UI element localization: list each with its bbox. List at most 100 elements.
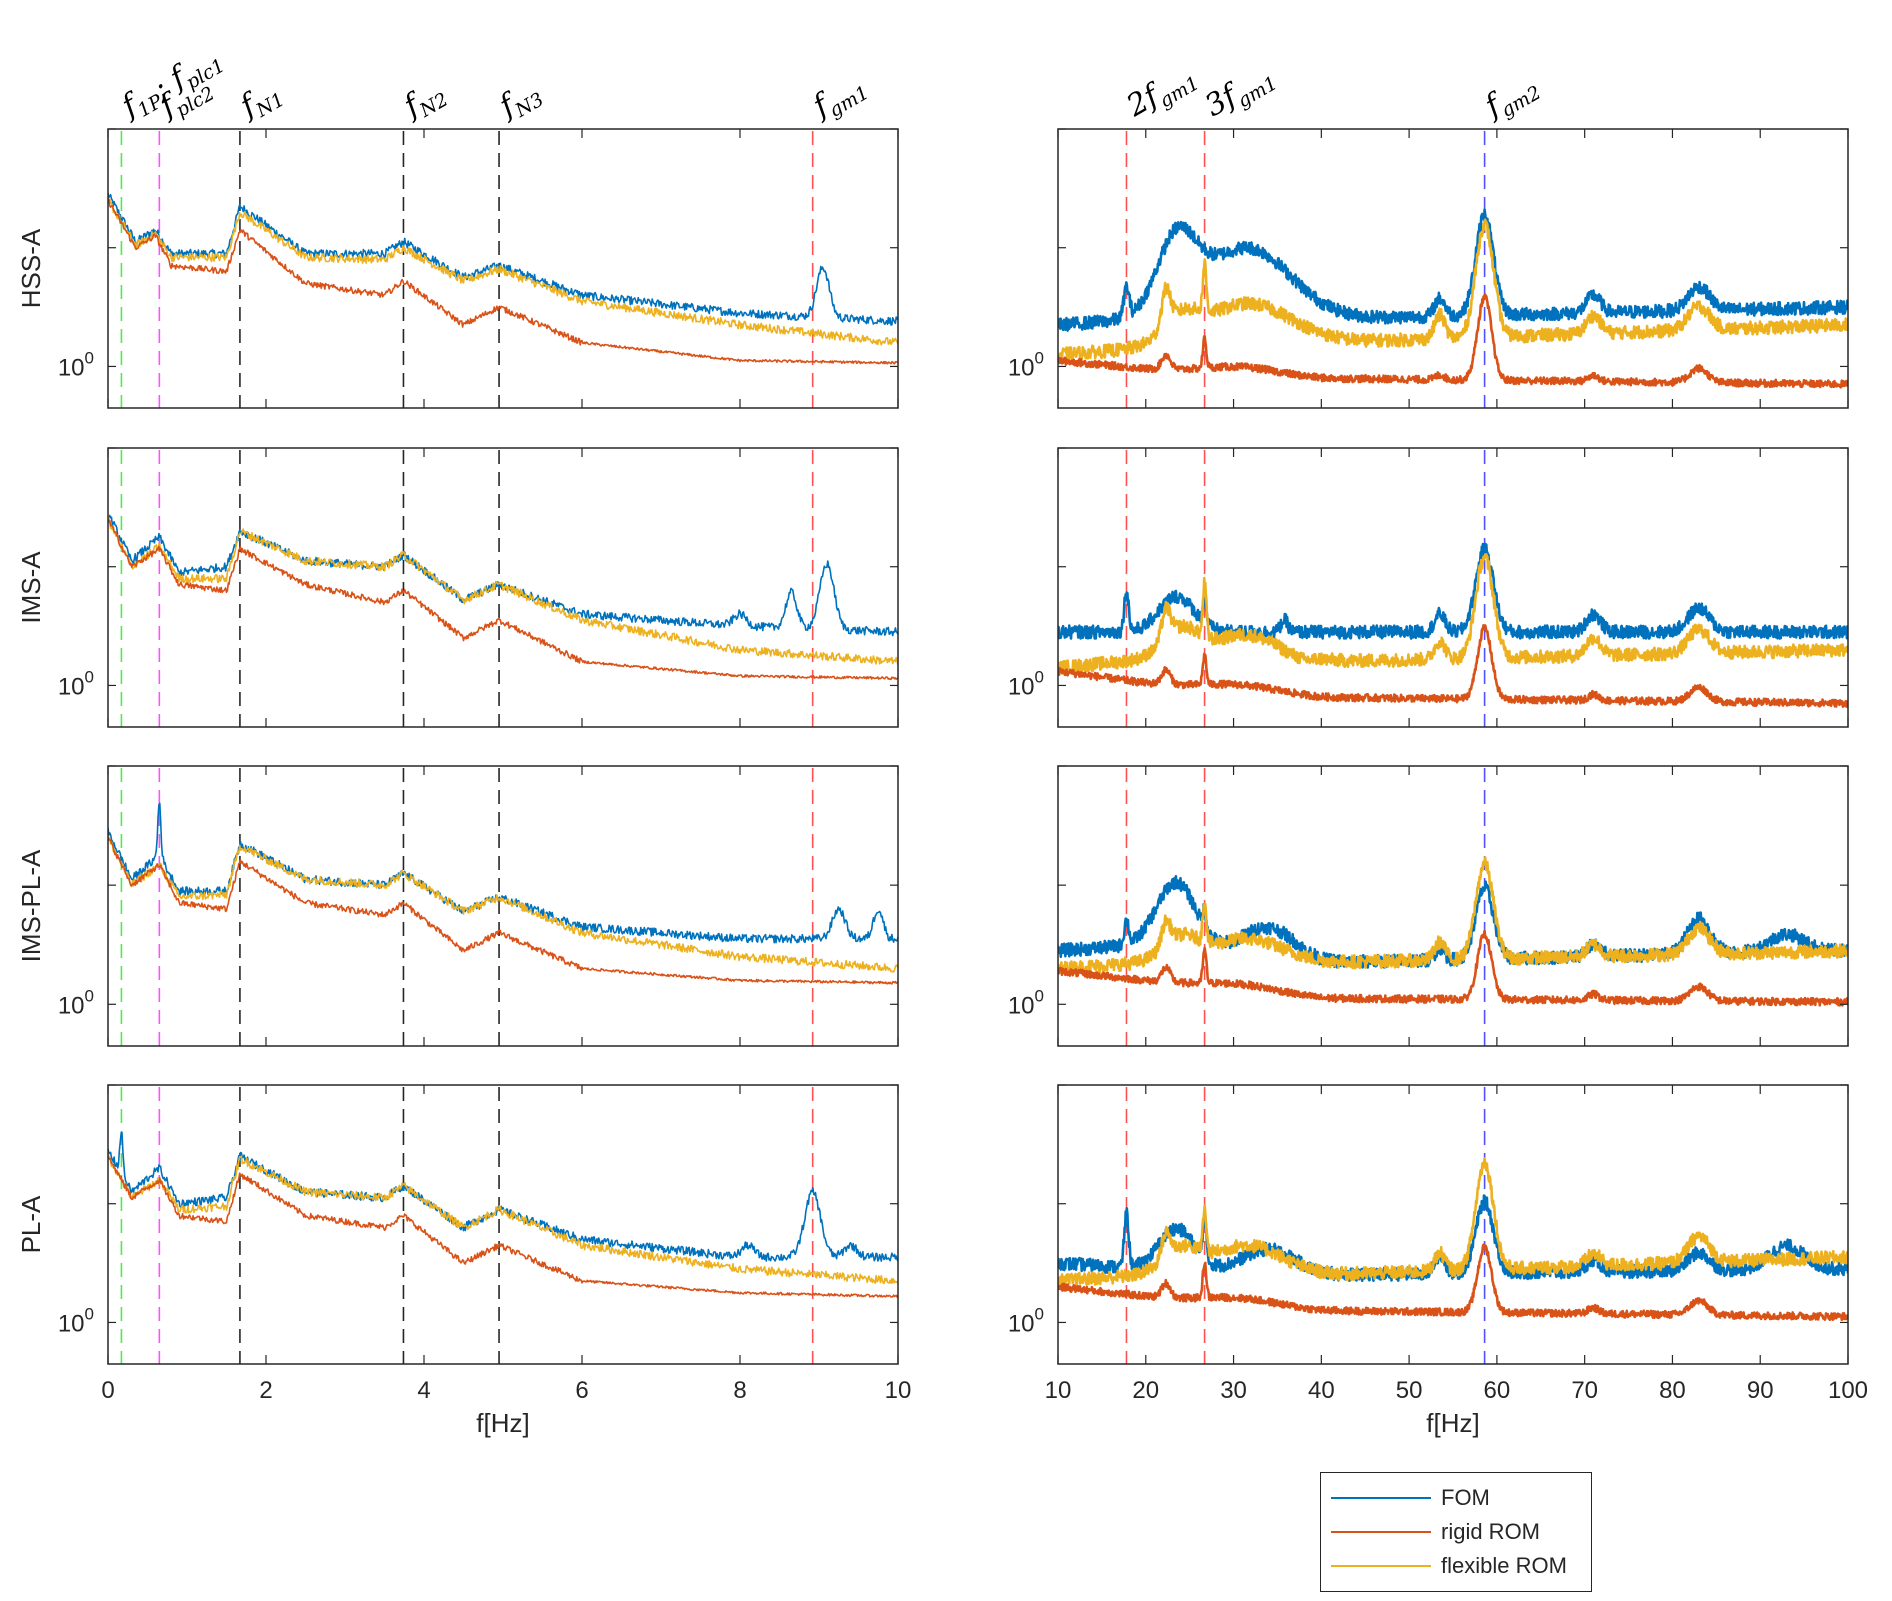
series-rigid-rom (1058, 929, 1848, 1007)
marker-annotation-gm1: 2fgm1 (1120, 57, 1203, 128)
y-tick-label-exponent: 0 (85, 348, 94, 367)
y-tick-label-base: 10 (58, 673, 85, 700)
x-tick-label: 40 (1308, 1377, 1335, 1404)
series-flexible-rom (1058, 553, 1848, 675)
series-flexible-rom (1058, 1157, 1848, 1289)
series-flexible-rom (1058, 856, 1848, 976)
y-tick-label-base: 10 (1008, 992, 1035, 1019)
series-flexible-rom (108, 515, 898, 666)
y-tick-label-exponent: 0 (1035, 1304, 1044, 1323)
subplot-hss-a-low: 100 HSS-A (16, 128, 899, 409)
series-rigid-rom (108, 836, 898, 985)
y-tick-label-exponent: 0 (1035, 348, 1044, 367)
series-flexible-rom (108, 1152, 898, 1285)
x-tick-label: 20 (1132, 1377, 1159, 1404)
legend-line-flexible-rom (1331, 1565, 1431, 1567)
row-label: IMS-A (16, 551, 46, 624)
row-label: PL-A (16, 1195, 46, 1253)
y-tick-label-base: 10 (58, 354, 85, 381)
series-rigid-rom (1058, 624, 1848, 708)
legend-label-fom: FOM (1441, 1485, 1490, 1510)
x-tick-label: 0 (101, 1377, 114, 1404)
y-tick-label-exponent: 0 (85, 1304, 94, 1323)
row-label: IMS-PL-A (16, 849, 46, 962)
x-tick-label: 30 (1220, 1377, 1247, 1404)
y-tick-label-exponent: 0 (85, 986, 94, 1005)
y-tick-label: 100 (1008, 667, 1044, 700)
marker-annotation-gm1: fgm1 (805, 67, 872, 128)
series-fom (1058, 208, 1848, 332)
y-tick-label: 100 (1008, 986, 1044, 1019)
x-tick-label: 10 (1045, 1377, 1072, 1404)
axes-box (107, 765, 899, 1047)
marker-annotation-N3: fN3 (492, 74, 548, 129)
x-tick-label: 8 (733, 1377, 746, 1404)
y-tick-label-base: 10 (58, 992, 85, 1019)
series-rigid-rom (1058, 293, 1848, 389)
legend-item-flexible-rom: flexible ROM (1321, 1549, 1567, 1583)
y-tick-label-exponent: 0 (1035, 986, 1044, 1005)
series-fom (1058, 542, 1848, 640)
x-tick-label: 100 (1828, 1377, 1868, 1404)
legend: FOM rigid ROM flexible ROM (1320, 1472, 1592, 1592)
subplot-ims-pl-a-high: 100 (1008, 765, 1849, 1047)
x-tick-label: 2 (259, 1377, 272, 1404)
marker-annotation-N2: fN2 (396, 74, 452, 129)
subplot-ims-pl-a-low: 100 IMS-PL-A (16, 765, 899, 1047)
series-rigid-rom (108, 519, 898, 681)
y-tick-label: 100 (58, 986, 94, 1019)
marker-annotation-subscript: gm1 (825, 82, 873, 122)
x-tick-label: 90 (1747, 1377, 1774, 1404)
x-tick-label: 80 (1659, 1377, 1686, 1404)
series-fom (108, 192, 898, 326)
subplot-ims-a-low: 100 IMS-A (16, 447, 899, 728)
y-tick-label-base: 10 (1008, 354, 1035, 381)
subplot-hss-a-high: 100 (1008, 128, 1849, 409)
x-axis-label: f[Hz] (1426, 1408, 1479, 1438)
y-tick-label-exponent: 0 (85, 667, 94, 686)
x-tick-label: 6 (575, 1377, 588, 1404)
y-tick-label-base: 10 (1008, 1310, 1035, 1337)
y-tick-label-exponent: 0 (1035, 667, 1044, 686)
series-flexible-rom (1058, 218, 1848, 362)
series-flexible-rom (108, 196, 898, 346)
y-tick-label: 100 (58, 348, 94, 381)
series-fom (108, 802, 898, 944)
marker-annotation-gm1: 3fgm1 (1199, 57, 1281, 127)
legend-label-flexible-rom: flexible ROM (1441, 1553, 1567, 1578)
legend-line-rigid-rom (1331, 1531, 1431, 1533)
axes-box (1057, 1084, 1849, 1365)
y-tick-label-base: 10 (58, 1310, 85, 1337)
y-tick-label-base: 10 (1008, 673, 1035, 700)
legend-item-rigid-rom: rigid ROM (1321, 1515, 1540, 1549)
series-fom (108, 1131, 898, 1262)
y-tick-label: 100 (58, 667, 94, 700)
row-label: HSS-A (16, 228, 46, 308)
legend-item-fom: FOM (1321, 1481, 1490, 1515)
y-tick-label: 100 (58, 1304, 94, 1337)
x-tick-label: 70 (1571, 1377, 1598, 1404)
x-tick-label: 4 (417, 1377, 430, 1404)
series-flexible-rom (108, 836, 898, 973)
y-tick-label: 100 (1008, 348, 1044, 381)
marker-annotation-subscript: gm2 (1497, 82, 1545, 122)
axes-box (107, 1084, 899, 1365)
x-tick-label: 60 (1484, 1377, 1511, 1404)
series-rigid-rom (1058, 1243, 1848, 1322)
axes-box (1057, 765, 1849, 1047)
marker-annotation-N1: fN1 (233, 74, 289, 129)
x-tick-label: 50 (1396, 1377, 1423, 1404)
x-tick-label: 10 (885, 1377, 912, 1404)
axes-box (107, 447, 899, 728)
y-tick-label: 100 (1008, 1304, 1044, 1337)
series-rigid-rom (108, 197, 898, 365)
marker-annotation-gm2: fgm2 (1477, 67, 1544, 128)
legend-line-fom (1331, 1497, 1431, 1499)
marker-annotation-subscript: gm1 (1234, 72, 1282, 112)
axes-box (1057, 128, 1849, 409)
x-axis-label: f[Hz] (476, 1408, 529, 1438)
legend-label-rigid-rom: rigid ROM (1441, 1519, 1541, 1544)
